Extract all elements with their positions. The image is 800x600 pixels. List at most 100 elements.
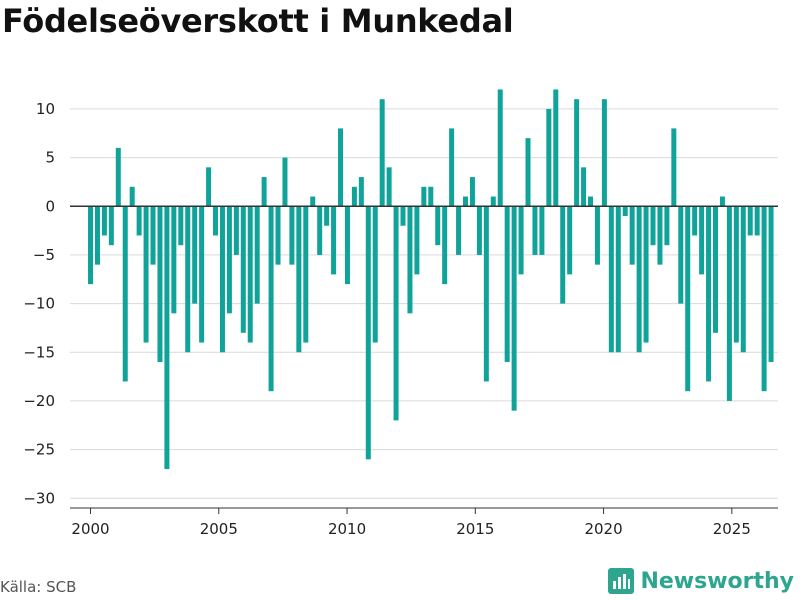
bar — [233, 206, 239, 255]
bar — [539, 206, 545, 255]
bar — [101, 206, 107, 236]
bar — [88, 206, 94, 285]
bar — [379, 99, 385, 207]
bar — [754, 206, 760, 236]
bar — [560, 206, 566, 304]
y-tick-label: −5 — [33, 246, 55, 264]
x-tick-label: 2000 — [71, 520, 109, 538]
bar — [553, 89, 559, 207]
bar — [122, 206, 128, 382]
chart-title: Födelseöverskott i Munkedal — [2, 2, 514, 40]
bar — [699, 206, 705, 275]
bar — [706, 206, 712, 382]
bar — [400, 206, 406, 226]
bar — [761, 206, 767, 392]
bar — [518, 206, 524, 275]
bar — [254, 206, 260, 304]
bar — [365, 206, 371, 460]
axes: 10 5 0 −5 −10 −15 −20 −25 −30 2000 2005 2010 2015 202… — [23, 100, 778, 538]
bar — [733, 206, 739, 343]
brand-name: Newsworthy — [640, 568, 794, 594]
bar — [247, 206, 253, 343]
bar — [713, 206, 719, 333]
bar — [338, 128, 344, 207]
bar — [525, 138, 531, 207]
bar — [692, 206, 698, 236]
bar — [490, 196, 496, 207]
bar — [664, 206, 670, 246]
bar — [532, 206, 538, 255]
bar — [317, 206, 323, 255]
bar — [213, 206, 219, 236]
bar — [303, 206, 309, 343]
y-tick-label: 10 — [36, 100, 55, 118]
bar — [747, 206, 753, 236]
bar — [483, 206, 489, 382]
bar — [372, 206, 378, 343]
bar-chart-logo-icon — [608, 568, 635, 594]
bar — [469, 177, 475, 207]
bar — [456, 206, 462, 255]
y-tick-label: 5 — [45, 149, 55, 167]
bar — [296, 206, 302, 353]
bar — [511, 206, 517, 411]
bar — [94, 206, 100, 265]
bar — [324, 206, 330, 226]
x-tick-label: 2025 — [713, 520, 751, 538]
bar — [414, 206, 420, 275]
bar — [650, 206, 656, 246]
bar — [164, 206, 170, 470]
bar — [601, 99, 607, 207]
bar — [331, 206, 337, 275]
y-tick-label: −15 — [23, 343, 55, 361]
bar — [588, 196, 594, 207]
bar — [629, 206, 635, 265]
bar — [643, 206, 649, 343]
bar — [407, 206, 413, 314]
bar — [726, 206, 732, 401]
bar — [240, 206, 246, 333]
bar — [594, 206, 600, 265]
bar — [171, 206, 177, 314]
bar — [497, 89, 503, 207]
bars — [88, 89, 774, 470]
bar — [740, 206, 746, 353]
bar — [393, 206, 399, 421]
bar — [671, 128, 677, 207]
bar — [463, 196, 469, 207]
bar — [657, 206, 663, 265]
bar — [504, 206, 510, 362]
bar — [685, 206, 691, 392]
bar — [567, 206, 573, 275]
bar — [574, 99, 580, 207]
y-tick-label: −10 — [23, 295, 55, 313]
bar — [678, 206, 684, 304]
bar — [608, 206, 614, 353]
x-tick-label: 2005 — [200, 520, 238, 538]
bar — [275, 206, 281, 265]
bar — [108, 206, 114, 246]
bar — [351, 186, 357, 207]
bar — [157, 206, 163, 362]
x-tick-label: 2015 — [456, 520, 494, 538]
bar — [115, 147, 121, 207]
bar — [358, 177, 364, 207]
bar — [268, 206, 274, 392]
bar — [185, 206, 191, 353]
x-tick-label: 2010 — [328, 520, 366, 538]
bar — [310, 196, 316, 207]
bar — [282, 157, 288, 207]
bar — [129, 186, 135, 207]
bar — [386, 167, 392, 207]
bar — [199, 206, 205, 343]
bar — [261, 177, 267, 207]
bar — [719, 196, 725, 207]
bar — [546, 108, 552, 207]
bar — [219, 206, 225, 353]
bar — [178, 206, 184, 246]
bar — [192, 206, 198, 304]
bar — [206, 167, 212, 207]
bar — [150, 206, 156, 265]
brand-logo: Newsworthy — [608, 568, 794, 594]
